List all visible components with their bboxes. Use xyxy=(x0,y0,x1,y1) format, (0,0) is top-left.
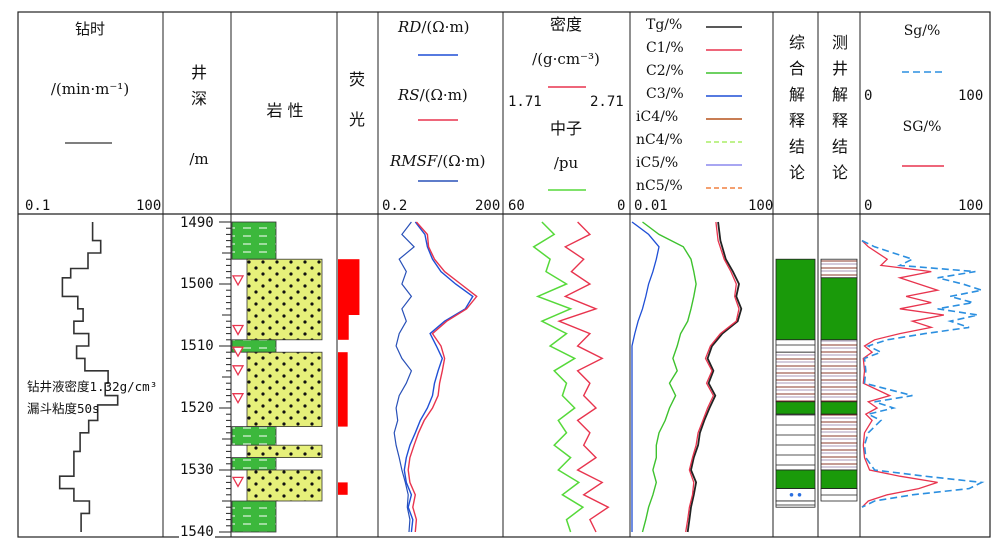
oil-show-marker xyxy=(231,393,245,405)
log-interp-poor xyxy=(820,413,858,471)
combined-interp-oil xyxy=(775,258,816,341)
drill-time-min: 0.1 xyxy=(25,198,51,214)
gas-label-ic5: iC5/% xyxy=(636,155,679,171)
combined-interp-title: 综合解释结论 xyxy=(788,33,805,182)
c1-curve xyxy=(685,221,740,533)
lithology-shale-bed xyxy=(231,500,277,533)
saturation-max: 100 xyxy=(958,198,984,214)
neutron-title: 中子 xyxy=(549,119,583,138)
fluorescence-bar xyxy=(338,482,348,495)
depth-label: 1530 xyxy=(179,462,215,478)
rmsf-curve xyxy=(393,221,415,533)
water-symbol xyxy=(797,493,802,497)
so-curve xyxy=(861,240,945,508)
depth-unit: /m xyxy=(189,150,209,168)
depth-label: 1510 xyxy=(179,338,215,354)
saturation-header-min: 0 xyxy=(864,88,873,104)
log-interp-poor xyxy=(820,258,858,279)
lithology-sand-bed xyxy=(246,258,323,341)
oil-show-marker xyxy=(231,275,245,287)
fluorescence-bar xyxy=(338,352,348,427)
mud-density-note: 钻井液密度1.32g/cm³ xyxy=(27,379,158,394)
neutron-min: 60 xyxy=(508,198,525,214)
gas-label-nc5: nC5/% xyxy=(636,178,683,194)
tg-curve xyxy=(686,221,743,533)
chart-frame xyxy=(17,11,991,538)
drill-time-unit: /(min·m⁻¹) xyxy=(50,80,130,98)
combined-interp-dry xyxy=(775,413,816,471)
gas-label-c3: C3/% xyxy=(646,86,684,102)
combined-interp-dry xyxy=(775,339,816,353)
log-interp-oil xyxy=(820,401,858,415)
log-interp-oil xyxy=(820,277,858,341)
rd-curve xyxy=(403,221,474,533)
lithology-shale-bed xyxy=(231,457,277,471)
neutron-max: 0 xyxy=(617,198,626,214)
c3-curve xyxy=(631,221,660,532)
fluorescence-title: 荧光 xyxy=(348,70,365,129)
saturation-header-max: 100 xyxy=(958,88,984,104)
so-label: SG/% xyxy=(902,119,942,135)
oil-show-marker xyxy=(231,476,245,488)
gas-max: 100 xyxy=(748,198,774,214)
gas-label-nc4: nC4/% xyxy=(636,132,683,148)
lithology-shale-bed xyxy=(231,426,277,446)
gas-label-ic4: iC4/% xyxy=(636,109,679,125)
fluorescence-bar xyxy=(338,259,360,315)
saturation-min: 0 xyxy=(864,198,873,214)
rmsf-label: RMSF/(Ω·m) xyxy=(390,152,486,170)
oil-show-marker xyxy=(231,365,245,377)
drill-time-curve xyxy=(58,222,119,532)
log-interp-dry xyxy=(820,488,858,502)
drill-time-max: 100 xyxy=(136,198,162,214)
sg-curve xyxy=(861,239,985,508)
log-interp-poor xyxy=(820,339,858,403)
combined-interp-poor xyxy=(775,351,816,403)
lithology-sand-bed xyxy=(246,444,323,459)
lithology-shale-bed xyxy=(231,221,277,260)
sg-label: Sg/% xyxy=(903,23,941,39)
drill-time-title: 钻时 xyxy=(74,20,106,38)
oil-show-marker xyxy=(231,346,245,358)
depth-label: 1490 xyxy=(179,215,215,231)
density-max: 2.71 xyxy=(590,94,624,110)
fluorescence-bar xyxy=(338,315,349,340)
water-symbol xyxy=(789,493,794,497)
resistivity-max: 200 xyxy=(475,198,501,214)
lithology-title: 岩 性 xyxy=(266,101,304,120)
depth-label: 1520 xyxy=(179,400,215,416)
resistivity-min: 0.2 xyxy=(382,198,408,214)
density-curve xyxy=(557,221,610,533)
density-min: 1.71 xyxy=(508,94,542,110)
combined-interp-dry xyxy=(775,500,816,508)
log-interp-title: 测井解释结论 xyxy=(831,33,848,182)
rd-label: RD/(Ω·m) xyxy=(398,18,470,36)
neutron-curve xyxy=(532,221,585,533)
lithology-sand-bed xyxy=(246,469,323,502)
log-interp-oil xyxy=(820,469,858,490)
neutron-unit: /pu xyxy=(553,154,579,172)
rs-label: RS/(Ω·m) xyxy=(398,86,468,104)
c2-curve xyxy=(641,221,697,533)
combined-interp-water xyxy=(775,488,816,502)
gas-min: 0.01 xyxy=(634,198,668,214)
depth-label: 1500 xyxy=(179,276,215,292)
depth-label: 1540 xyxy=(179,524,215,540)
depth-title: 井深 xyxy=(190,63,207,108)
gas-label-c1: C1/% xyxy=(646,40,684,56)
rs-curve xyxy=(407,221,478,533)
combined-interp-oil xyxy=(775,401,816,415)
gas-label-c2: C2/% xyxy=(646,63,684,79)
combined-interp-oil xyxy=(775,469,816,490)
gas-label-tg: Tg/% xyxy=(646,17,683,33)
oil-show-marker xyxy=(231,324,245,336)
lithology-sand-bed xyxy=(246,351,323,428)
funnel-viscosity-note: 漏斗粘度50s xyxy=(27,401,100,416)
density-unit: /(g·cm⁻³) xyxy=(532,50,600,68)
density-title: 密度 xyxy=(549,15,583,34)
